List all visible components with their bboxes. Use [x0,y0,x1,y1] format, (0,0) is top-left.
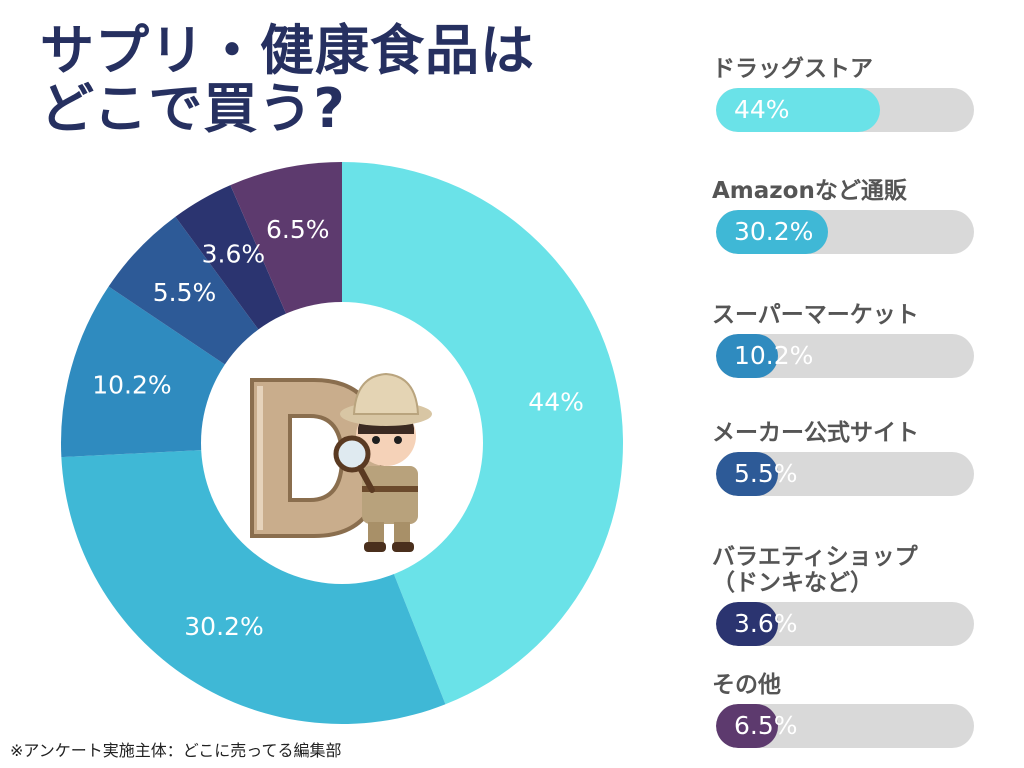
mascot-icon [250,372,432,552]
bar-value: 10.2% [734,341,814,370]
bar-item-3: スーパーマーケット 10.2% [710,302,1000,378]
title-line-1: サプリ・健康食品は [40,19,535,82]
bar-fill [716,452,778,496]
bar-value: 6.5% [734,711,798,740]
bar-label: スーパーマーケット [712,302,919,328]
bar-track: 3.6% [716,602,974,646]
bar-label: メーカー公式サイト [712,420,919,446]
page-title: サプリ・健康食品は どこで買う? [40,22,535,138]
donut-label-5: 3.6% [202,240,266,269]
bar-fill [716,704,778,748]
bar-value: 44% [734,95,790,124]
bar-fill [716,602,778,646]
bar-item-4: メーカー公式サイト 5.5% [710,420,1000,496]
bar-fill [716,88,880,132]
bar-track: 10.2% [716,334,974,378]
bar-value: 3.6% [734,609,798,638]
bar-item-2: Amazonなど通販 30.2% [710,178,1000,254]
bar-track: 44% [716,88,974,132]
bar-item-1: ドラッグストア 44% [710,56,1000,132]
donut-label-6: 6.5% [266,215,330,244]
bar-item-6: その他 6.5% [710,672,1000,748]
bar-fill [716,334,778,378]
bar-value: 30.2% [734,217,814,246]
bar-item-5: バラエティショップ （ドンキなど） 3.6% [710,544,1000,646]
bar-label: バラエティショップ （ドンキなど） [712,544,918,596]
bar-fill [716,210,829,254]
bar-track: 5.5% [716,452,974,496]
bar-label: その他 [712,672,781,698]
footnote: ※アンケート実施主体：どこに売ってる編集部 [10,741,342,760]
bar-list: ドラッグストア 44% Amazonなど通販 30.2% スーパーマーケット 10.2% メ… [710,0,1010,768]
title-line-2: どこで買う? [40,77,346,140]
donut-label-2: 30.2% [184,612,263,641]
bar-track: 6.5% [716,704,974,748]
donut-label-1: 44% [528,388,584,417]
donut-label-4: 5.5% [153,278,217,307]
bar-value: 5.5% [734,459,798,488]
donut-label-3: 10.2% [92,370,171,399]
bar-track: 30.2% [716,210,974,254]
bar-label: Amazonなど通販 [712,178,907,204]
bar-label: ドラッグストア [712,56,873,82]
